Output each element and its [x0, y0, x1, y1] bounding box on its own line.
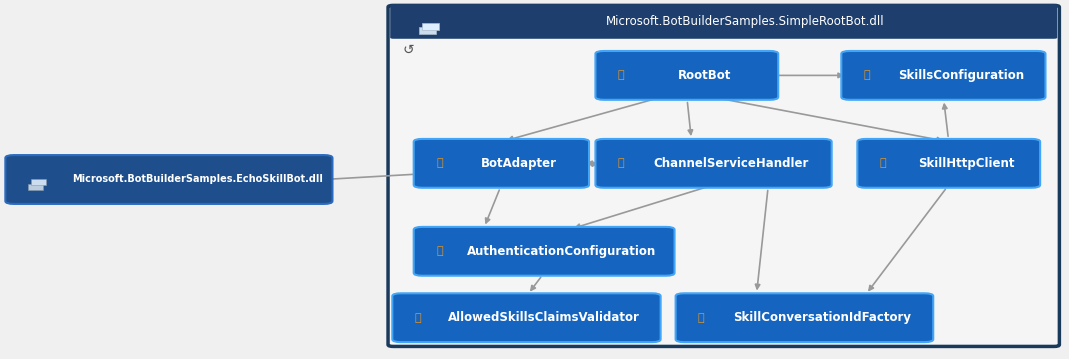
Text: Microsoft.BotBuilderSamples.SimpleRootBot.dll: Microsoft.BotBuilderSamples.SimpleRootBo… — [606, 15, 884, 28]
Text: SkillHttpClient: SkillHttpClient — [918, 157, 1014, 170]
Text: ⭯: ⭯ — [880, 158, 886, 168]
FancyBboxPatch shape — [28, 184, 43, 190]
FancyBboxPatch shape — [419, 27, 436, 34]
Text: AllowedSkillsClaimsValidator: AllowedSkillsClaimsValidator — [448, 311, 640, 324]
Text: Microsoft.BotBuilderSamples.EchoSkillBot.dll: Microsoft.BotBuilderSamples.EchoSkillBot… — [73, 174, 323, 185]
FancyBboxPatch shape — [392, 293, 661, 342]
Text: SkillsConfiguration: SkillsConfiguration — [898, 69, 1024, 82]
Text: BotAdapter: BotAdapter — [481, 157, 557, 170]
FancyBboxPatch shape — [414, 227, 675, 276]
Text: ⭯: ⭯ — [698, 313, 704, 323]
FancyBboxPatch shape — [5, 155, 332, 204]
Text: ↺: ↺ — [403, 43, 414, 57]
Text: ⭯: ⭯ — [415, 313, 421, 323]
FancyBboxPatch shape — [390, 4, 1057, 39]
Text: ⭯: ⭯ — [436, 158, 443, 168]
Text: ⭯: ⭯ — [436, 246, 443, 256]
FancyBboxPatch shape — [595, 139, 832, 188]
Text: ⭯: ⭯ — [864, 70, 870, 80]
Text: ChannelServiceHandler: ChannelServiceHandler — [653, 157, 809, 170]
Text: ⭯: ⭯ — [618, 158, 624, 168]
FancyBboxPatch shape — [388, 5, 1059, 346]
FancyBboxPatch shape — [857, 139, 1040, 188]
FancyBboxPatch shape — [676, 293, 933, 342]
FancyBboxPatch shape — [414, 139, 589, 188]
Text: AuthenticationConfiguration: AuthenticationConfiguration — [467, 245, 656, 258]
FancyBboxPatch shape — [595, 51, 778, 100]
FancyBboxPatch shape — [841, 51, 1045, 100]
Text: SkillConversationIdFactory: SkillConversationIdFactory — [733, 311, 911, 324]
FancyBboxPatch shape — [31, 179, 46, 185]
FancyBboxPatch shape — [422, 23, 439, 30]
Text: ⭯: ⭯ — [618, 70, 624, 80]
Text: RootBot: RootBot — [678, 69, 731, 82]
